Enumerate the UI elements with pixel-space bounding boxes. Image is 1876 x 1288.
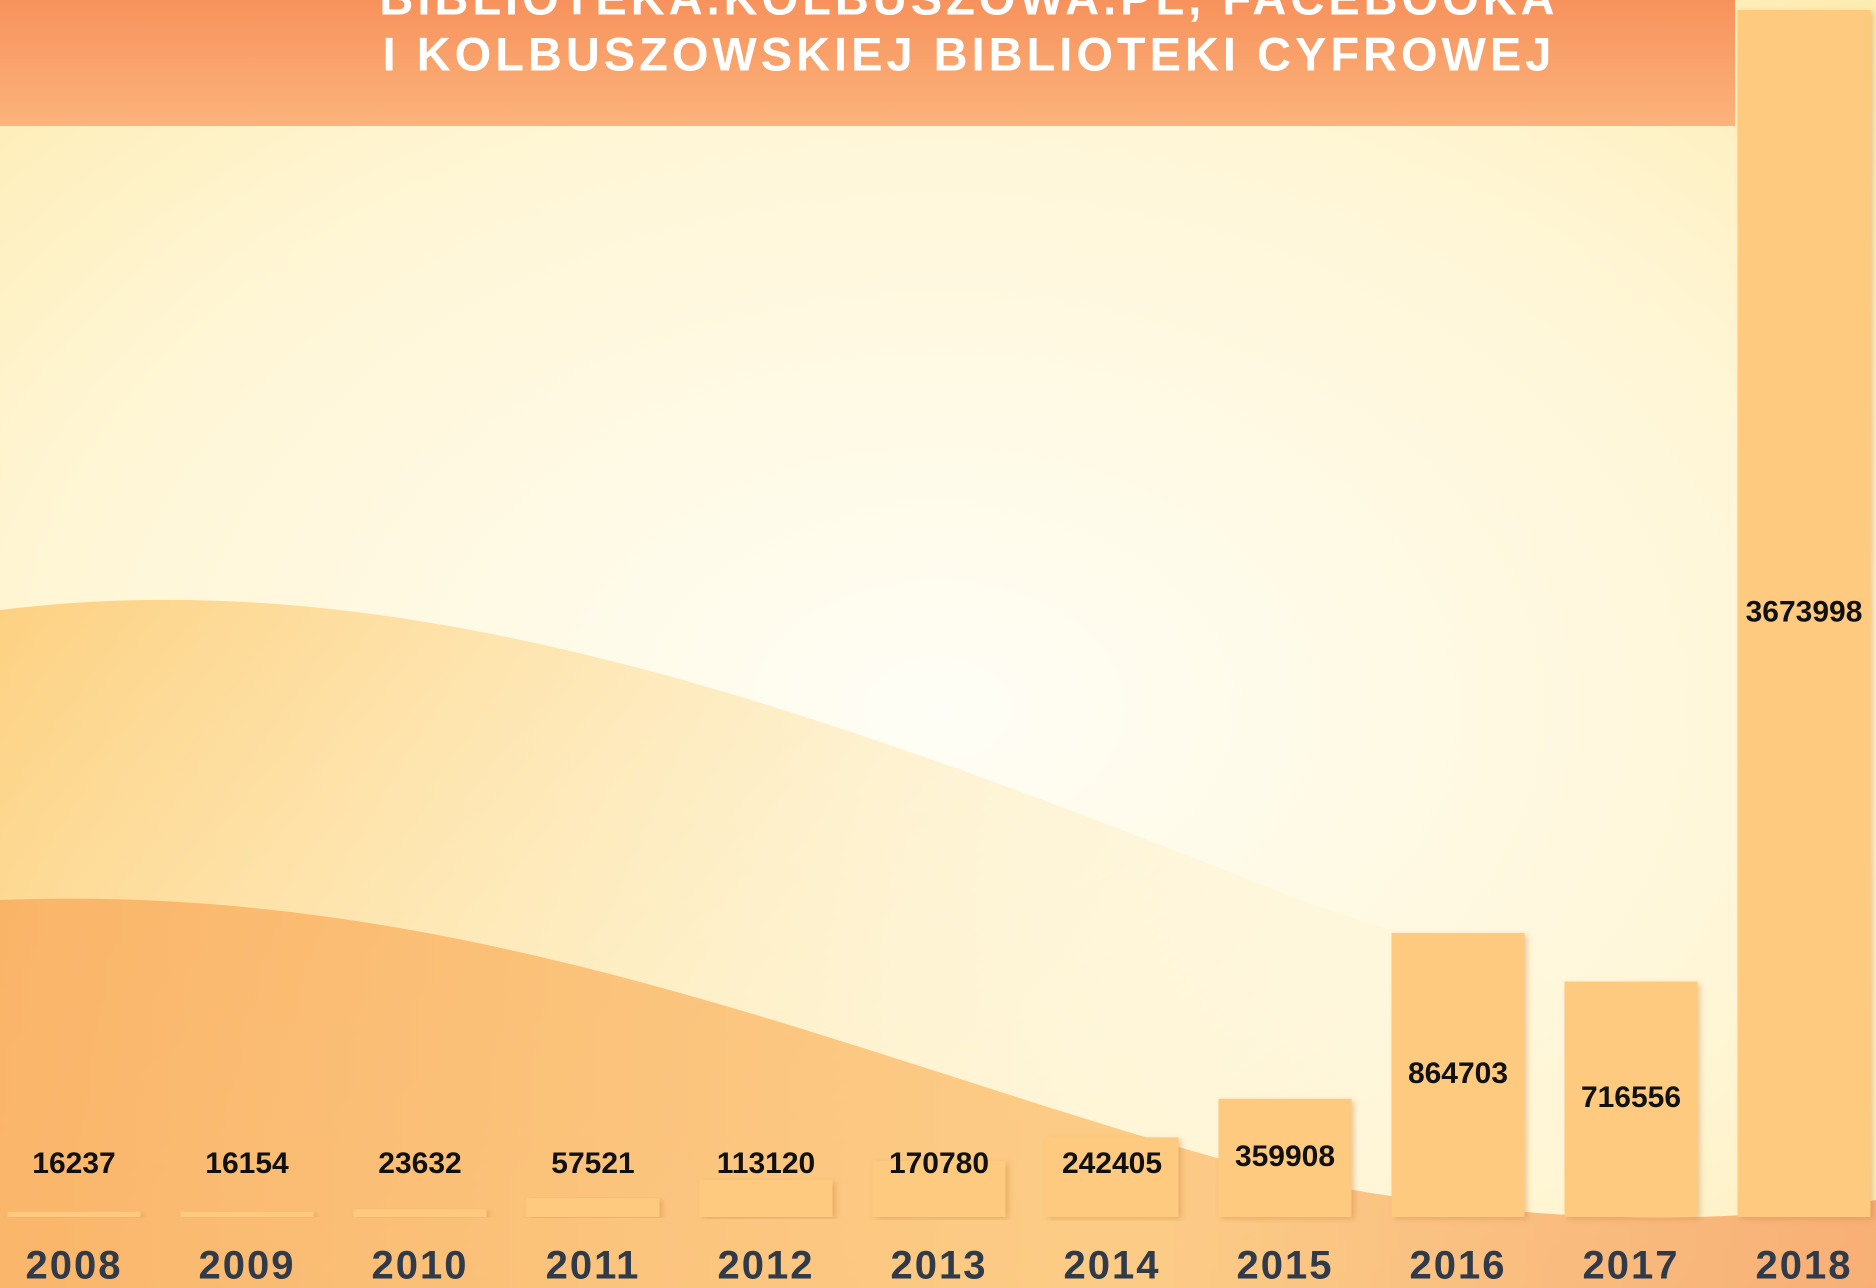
- x-tick-label: 2011: [546, 1244, 641, 1288]
- value-label: 170780: [889, 1147, 989, 1180]
- value-label: 716556: [1581, 1081, 1681, 1114]
- value-label: 113120: [717, 1147, 815, 1180]
- bar: [872, 1160, 1006, 1217]
- bar: [1564, 981, 1698, 1217]
- bar: [353, 1209, 487, 1217]
- value-label: 57521: [551, 1147, 634, 1180]
- x-tick-label: 2010: [372, 1244, 469, 1288]
- value-label: 16154: [205, 1147, 289, 1180]
- header-band: [0, 0, 1735, 126]
- x-tick-label: 2017: [1583, 1244, 1680, 1288]
- bar: [1391, 932, 1525, 1217]
- x-tick-label: 2018: [1756, 1244, 1853, 1288]
- bar: [180, 1211, 314, 1217]
- chart-title: I KOLBUSZOWSKIEJ BIBLIOTEKI CYFROWEJ: [383, 27, 1556, 80]
- chart-title: BIBLIOTEKA.KOLBUSZOWA.PL, FACEBOOKA: [379, 0, 1558, 24]
- bar: [699, 1179, 833, 1217]
- x-tick-label: 2008: [26, 1244, 123, 1288]
- value-label: 359908: [1235, 1140, 1335, 1173]
- value-label: 242405: [1062, 1147, 1162, 1180]
- bar: [526, 1198, 660, 1217]
- background-wave: [0, 898, 1876, 1288]
- value-label: 16237: [32, 1147, 115, 1180]
- bar: [7, 1211, 141, 1217]
- x-tick-label: 2014: [1064, 1244, 1161, 1288]
- x-tick-label: 2012: [718, 1244, 815, 1288]
- bar: [1737, 10, 1871, 1217]
- value-label: 864703: [1408, 1057, 1508, 1090]
- value-label: 23632: [378, 1147, 461, 1180]
- x-tick-label: 2015: [1237, 1244, 1334, 1288]
- x-tick-label: 2016: [1410, 1244, 1507, 1288]
- bar: [1045, 1137, 1179, 1217]
- value-label: 3673998: [1746, 595, 1863, 628]
- bar: [1218, 1098, 1352, 1217]
- x-tick-label: 2009: [199, 1244, 296, 1288]
- x-tick-label: 2013: [891, 1244, 988, 1288]
